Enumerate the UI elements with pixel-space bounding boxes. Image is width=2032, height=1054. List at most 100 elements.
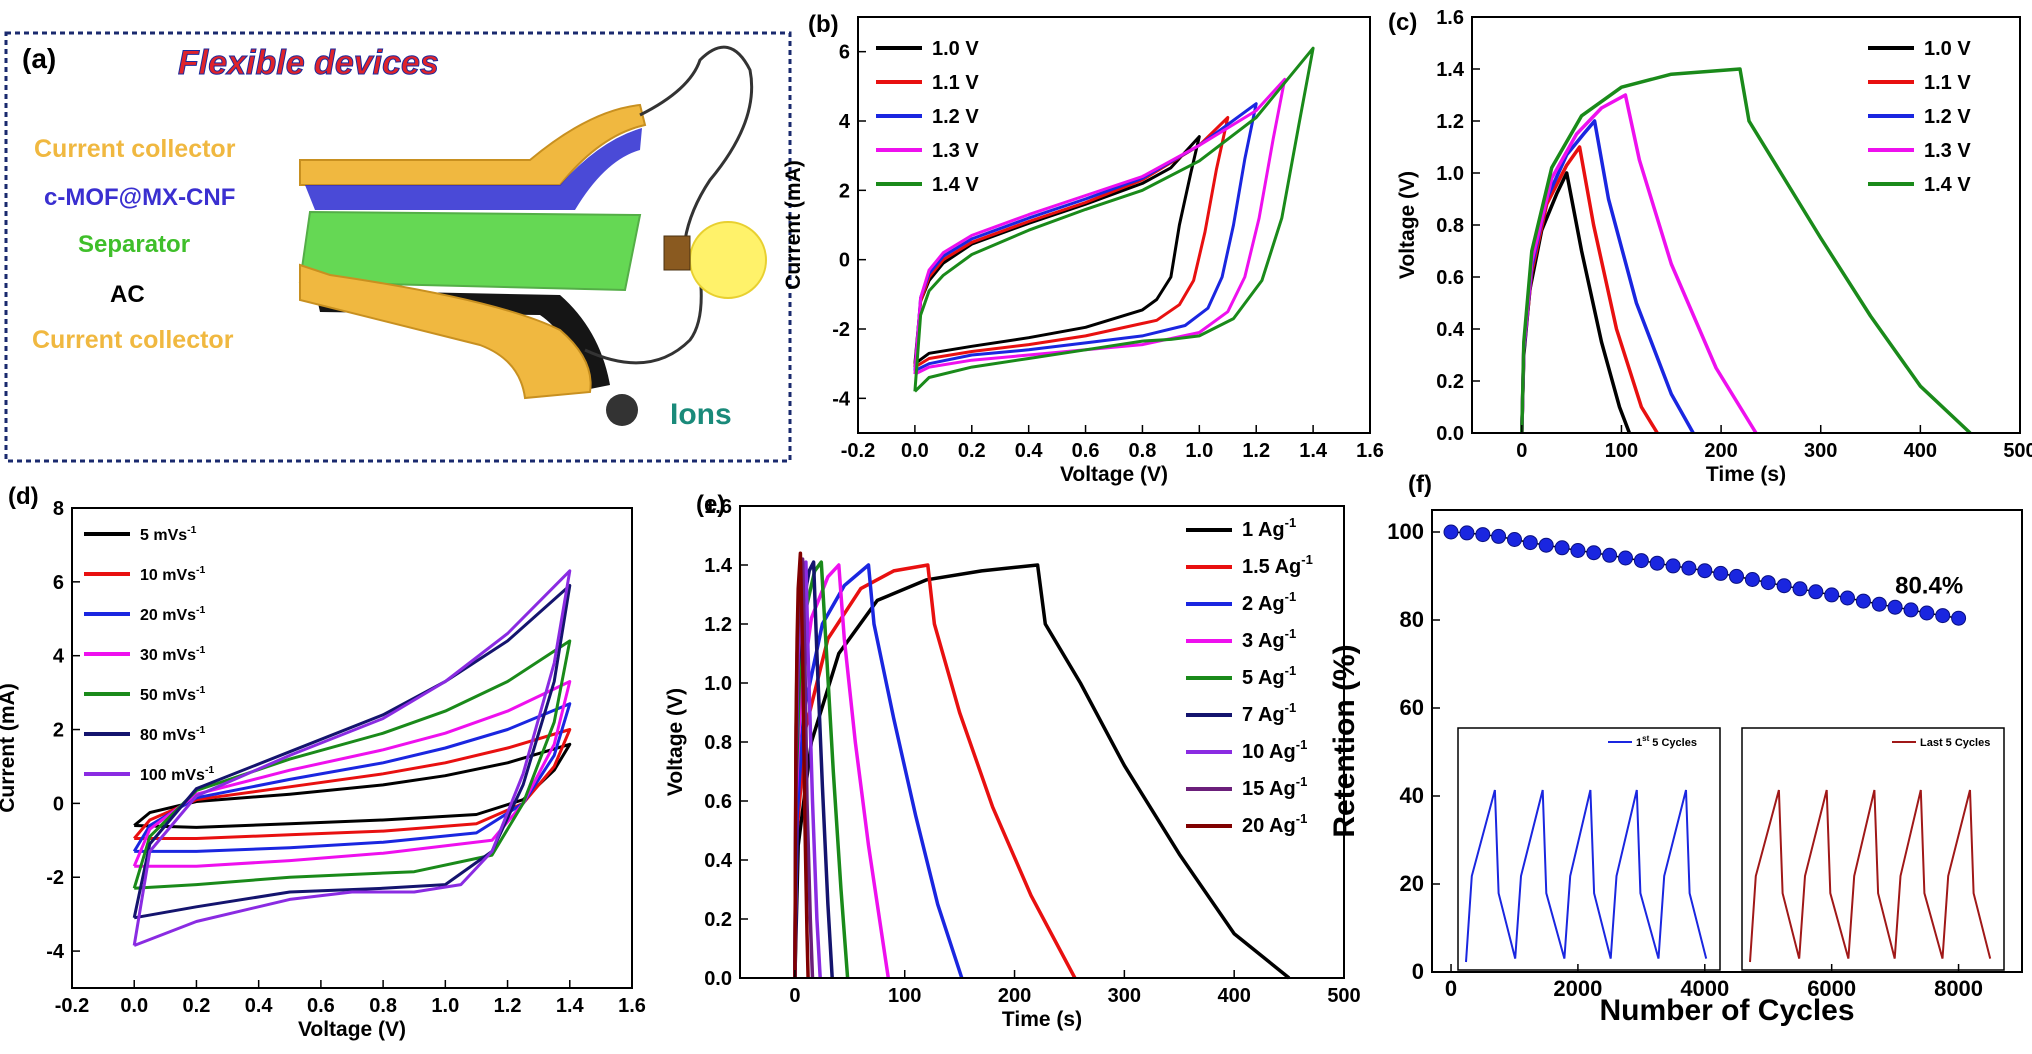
legend-label: 1.1 V [932, 72, 979, 94]
legend-label: 1.2 V [932, 106, 979, 128]
x-tick-label: -0.2 [841, 440, 875, 462]
y-axis-label: Voltage (V) [664, 688, 687, 796]
y-tick-label: 1.2 [704, 614, 732, 636]
legend-label: 20 Ag-1 [1242, 811, 1307, 837]
series-line-2 [793, 563, 1077, 979]
retention-point [1475, 527, 1491, 543]
layer-label-separator: Separator [78, 231, 190, 258]
x-tick-label: 1.2 [494, 995, 522, 1017]
inset-legend-label: 1st 5 Cycles [1636, 734, 1697, 749]
retention-point [1538, 537, 1554, 553]
retention-point [1887, 599, 1903, 615]
y-tick-label: 40 [1400, 783, 1424, 808]
layer-label-collector-top: Current collector [34, 135, 236, 163]
chart-b: 1.0 V 1.1 V 1.2 V 1.3 V 1.4 V -0.2 0.0 0.2 0.4 0.… [782, 11, 1384, 486]
retention-point [1586, 545, 1602, 561]
legend-label: 7 Ag-1 [1242, 700, 1296, 726]
y-tick-label: 6 [53, 572, 64, 594]
ion-icon [606, 394, 638, 426]
x-tick-label: 500 [2003, 440, 2032, 462]
panel-a: (a) Flexible devices Current collector c… [4, 31, 792, 463]
legend-label: 80 mVs-1 [140, 725, 206, 744]
retention-point [1760, 575, 1776, 591]
y-tick-label: 1.6 [1436, 7, 1464, 29]
retention-point [1808, 584, 1824, 600]
legend-label: 1.4 V [1924, 174, 1971, 196]
series-line-3 [793, 563, 964, 979]
inset-frame [1457, 727, 1721, 971]
legend-label: 1.0 V [932, 38, 979, 60]
legend-label: 100 mVs-1 [140, 765, 214, 784]
y-tick-label: 1.2 [1436, 111, 1464, 133]
x-tick-label: 200 [1704, 440, 1737, 462]
retention-point [1855, 593, 1871, 609]
x-axis-label: Number of Cycles [1599, 994, 1854, 1027]
layer-label-mof: c-MOF@MX-CNF [44, 184, 235, 211]
retention-point [1697, 563, 1713, 579]
retention-point [1903, 602, 1919, 618]
x-tick-label: 200 [998, 985, 1031, 1007]
series-line-3 [913, 102, 1258, 372]
x-tick-label: 0.2 [183, 995, 211, 1017]
retention-point [1729, 568, 1744, 584]
chart-e: 1 Ag-1 1.5 Ag-1 2 Ag-1 3 Ag-1 5 Ag-1 7 Ag-1 10… [664, 491, 1361, 1031]
x-tick-label: 0.4 [1015, 440, 1044, 462]
y-tick-label: 0 [839, 250, 850, 272]
x-tick-label: 1.2 [1242, 440, 1270, 462]
x-tick-label: 0 [789, 985, 800, 1007]
x-tick-label: 400 [1217, 985, 1250, 1007]
x-axis-label: Voltage (V) [1060, 463, 1168, 486]
retention-point [1633, 553, 1649, 569]
wire-bottom [584, 274, 703, 365]
plot-frame [1431, 509, 2023, 973]
x-tick-label: 1.4 [1299, 440, 1328, 462]
x-tick-label: 0.6 [307, 995, 335, 1017]
x-tick-label: -0.2 [55, 995, 89, 1017]
legend-label: 1.3 V [1924, 140, 1971, 162]
retention-point [1618, 550, 1633, 566]
layer-label-collector-bottom: Current collector [32, 326, 234, 354]
y-tick-label: 1.4 [704, 555, 733, 577]
x-tick-label: 8000 [1934, 976, 1983, 1001]
series-line-1 [913, 135, 1201, 365]
y-axis-label: Current (mA) [782, 160, 805, 290]
series-line-4 [1520, 93, 1758, 434]
legend-label: 5 mVs-1 [140, 525, 197, 544]
wire-top [639, 45, 754, 241]
y-tick-label: 80 [1400, 607, 1424, 632]
panel-label: (f) [1408, 471, 1432, 498]
x-tick-label: 1.0 [1185, 440, 1213, 462]
retention-point [1507, 532, 1522, 547]
x-tick-label: 1.0 [431, 995, 459, 1017]
annotation-label: 80.4% [1895, 573, 1963, 600]
x-tick-label: 6000 [1807, 976, 1856, 1001]
retention-point [1443, 524, 1459, 540]
x-tick-label: 0 [1516, 440, 1527, 462]
y-tick-label: 0.2 [1436, 371, 1464, 393]
y-tick-label: 1.0 [1436, 163, 1464, 185]
y-tick-label: 0.0 [1436, 423, 1464, 445]
mof-layer [305, 128, 642, 210]
inset-line [1465, 789, 1708, 963]
legend-label: 1.5 Ag-1 [1242, 552, 1313, 578]
x-tick-label: 2000 [1553, 976, 1602, 1001]
separator-layer [298, 210, 642, 292]
lightbulb-icon [689, 221, 767, 299]
retention-point [1792, 581, 1808, 597]
legend-label: 30 mVs-1 [140, 645, 206, 664]
x-tick-label: 1.6 [618, 995, 646, 1017]
legend-label: 1.1 V [1924, 72, 1971, 94]
y-tick-label: 8 [53, 498, 64, 520]
y-tick-label: 1.6 [704, 496, 732, 518]
panel-label: (e) [696, 491, 725, 518]
series-line-4 [132, 680, 572, 868]
retention-point [1840, 590, 1855, 606]
chart-c: 1.0 V 1.1 V 1.2 V 1.3 V 1.4 V 0 100 200 300 400 50… [1388, 7, 2032, 486]
y-tick-label: 2 [53, 720, 64, 742]
series-line-4 [913, 77, 1287, 376]
inset-line [1749, 789, 1992, 963]
device-illustration: Ions [298, 45, 767, 431]
y-axis-label: Current (mA) [0, 683, 19, 813]
y-axis-label: Voltage (V) [1396, 171, 1419, 279]
y-tick-label: 1.4 [1436, 59, 1465, 81]
